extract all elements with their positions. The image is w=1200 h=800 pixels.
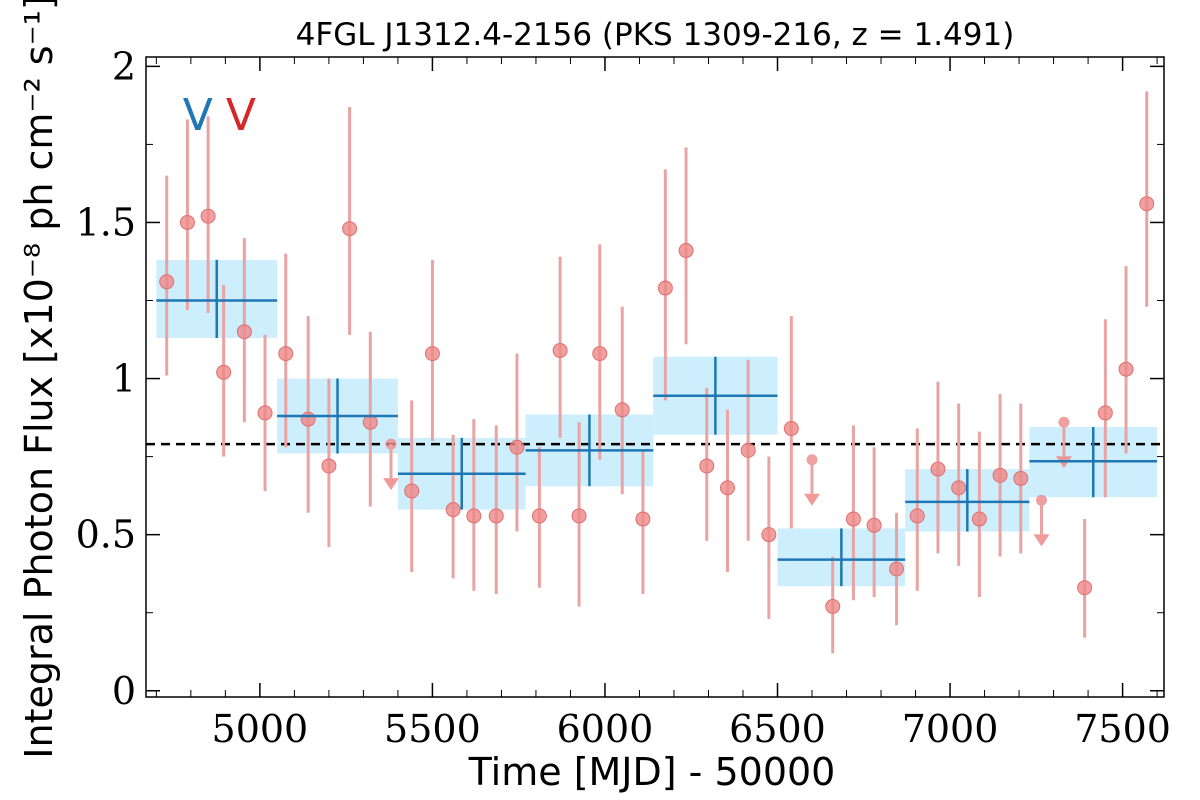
plot-frame — [145, 56, 1165, 698]
data-point — [951, 480, 967, 496]
chart-title: 4FGL J1312.4-2156 (PKS 1309-216, z = 1.4… — [296, 17, 1015, 53]
x-tick-label: 6500 — [729, 707, 826, 751]
y-tick-label: 1 — [112, 357, 136, 401]
y-axis-label: Integral Photon Flux [x10⁻⁸ ph cm⁻² s⁻¹] — [17, 0, 61, 759]
data-point — [300, 411, 316, 427]
data-point — [1118, 361, 1134, 377]
data-point — [236, 324, 252, 340]
data-point — [971, 511, 987, 527]
data-point — [179, 214, 195, 230]
data-point — [614, 402, 630, 418]
upper-limit-arrow — [383, 478, 400, 491]
data-point — [845, 511, 861, 527]
data-point — [592, 346, 608, 362]
upper-limit-arrow — [1033, 534, 1050, 547]
data-point — [657, 280, 673, 296]
data-point — [825, 598, 841, 614]
data-point — [1097, 405, 1113, 421]
data-point — [278, 346, 294, 362]
data-point — [992, 467, 1008, 483]
data-point — [552, 342, 568, 358]
data-point — [342, 221, 358, 237]
data-point — [761, 527, 777, 543]
data-point — [216, 364, 232, 380]
y-tick-label: 0.5 — [76, 513, 136, 557]
data-point — [257, 405, 273, 421]
data-point — [509, 439, 525, 455]
data-point — [159, 274, 175, 290]
data-point — [889, 561, 905, 577]
x-tick-label: 5500 — [384, 707, 481, 751]
data-point — [930, 461, 946, 477]
x-tick-label: 7000 — [902, 707, 999, 751]
y-tick-label: 0 — [112, 669, 136, 713]
upper-limit-arrow — [804, 493, 821, 506]
y-tick-label: 1.5 — [76, 200, 136, 244]
data-point — [783, 421, 799, 437]
axis-ticks: 5000 5500 6000 6500 7000 7500 0 0.5 1 1.5 2 — [76, 44, 1171, 751]
data-point — [1013, 470, 1029, 486]
data-point — [424, 346, 440, 362]
data-point — [635, 511, 651, 527]
data-point — [699, 458, 715, 474]
data-point — [740, 442, 756, 458]
data-point — [678, 243, 694, 259]
data-point — [404, 483, 420, 499]
epoch-marker-label: V — [183, 90, 213, 141]
data-point — [466, 508, 482, 524]
data-point — [445, 502, 461, 518]
data-point — [321, 458, 337, 474]
y-tick-label: 2 — [112, 44, 136, 88]
x-tick-label: 5000 — [212, 707, 309, 751]
epoch-marker-label: V — [226, 90, 256, 141]
data-point — [200, 208, 216, 224]
x-tick-label: 6000 — [557, 707, 654, 751]
data-point — [531, 508, 547, 524]
data-point — [362, 414, 378, 430]
x-tick-label: 7500 — [1074, 707, 1171, 751]
x-axis-label: Time [MJD] - 50000 — [468, 750, 836, 794]
data-point — [1077, 580, 1093, 596]
data-point — [488, 508, 504, 524]
data-point — [909, 508, 925, 524]
data-point — [571, 508, 587, 524]
data-point — [719, 480, 735, 496]
data-point — [1139, 196, 1155, 212]
data-point — [866, 517, 882, 533]
